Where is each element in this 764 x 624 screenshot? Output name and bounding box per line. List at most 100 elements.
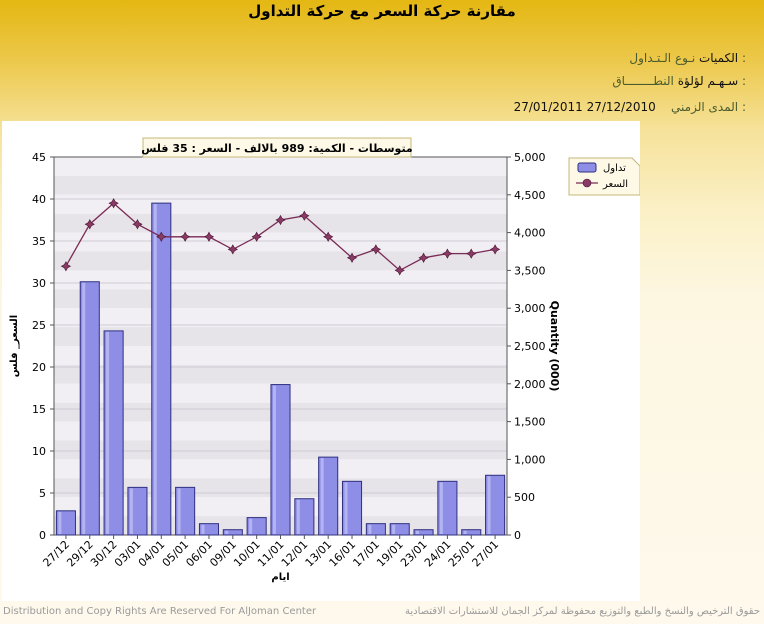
right-axis-tick-label: 2,500 [514, 340, 546, 353]
left-axis-tick-label: 5 [39, 487, 46, 500]
price-point-03-01 [132, 219, 143, 230]
plot-band [54, 289, 507, 309]
x-axis-tick-label: 27/01 [470, 538, 502, 570]
x-axis-tick-label: 29/12 [64, 538, 96, 570]
bar-highlight [129, 488, 133, 534]
plot-band [54, 175, 507, 195]
price-point-25-01 [466, 248, 477, 259]
date-range-value: 27/01/2011 27/12/2010 [513, 100, 656, 114]
bar-highlight [392, 524, 396, 534]
right-axis-label: Quantity (000) [548, 301, 561, 392]
bar-highlight [249, 518, 253, 534]
bar-highlight [296, 499, 300, 534]
bar-highlight [320, 458, 324, 534]
x-axis-tick-label: 16/01 [327, 538, 359, 570]
bar-highlight [106, 331, 110, 534]
price-point-04-01 [156, 231, 167, 242]
x-axis-tick-label: 09/01 [207, 538, 239, 570]
footer-copyright-ar: حقوق الترخيص والنسخ والطبع والتوزيع محفو… [404, 606, 760, 617]
price-point-23-01 [418, 252, 429, 263]
bar-highlight [368, 524, 372, 534]
x-axis-tick-label: 27/12 [40, 538, 72, 570]
scope-value: سـهـم لؤلؤة [677, 74, 739, 88]
right-axis-tick-label: 0 [514, 529, 521, 542]
left-axis-tick-label: 45 [32, 151, 46, 164]
price-point-13-01 [323, 231, 334, 242]
x-axis-tick-label: 23/01 [398, 538, 430, 570]
trade-type-value: الكميات [699, 51, 739, 65]
right-axis-tick-label: 4,500 [514, 189, 546, 202]
bar-highlight [177, 488, 181, 534]
price-point-24-01 [442, 248, 453, 259]
date-range-label: المدى الزمني : [671, 100, 746, 114]
page-title: مقارنة حركة السعر مع حركة التداول [248, 2, 516, 20]
x-axis-tick-label: 17/01 [350, 538, 382, 570]
bar-highlight [153, 204, 157, 534]
price-volume-chart: 0 5 10 15 20 25 30 35 40 45 0 500 1,000 1,500 2,000 2,5… [9, 137, 641, 583]
bar-highlight [416, 530, 420, 534]
x-axis-tick-label: 05/01 [160, 538, 192, 570]
price-point-16-01 [346, 252, 358, 263]
x-axis-tick-label: 13/01 [303, 538, 335, 570]
left-axis-tick-label: 40 [32, 193, 46, 206]
left-axis-tick-label: 35 [32, 235, 46, 248]
right-axis-tick-label: 4,000 [514, 227, 546, 240]
x-axis-tick-label: 12/01 [279, 538, 311, 570]
plot-band [54, 270, 507, 290]
plot-band [54, 157, 507, 176]
x-axis-tick-label: 10/01 [231, 538, 263, 570]
bar-highlight [463, 530, 467, 534]
legend-swatch-bar [577, 162, 597, 173]
price-point-17-01 [370, 244, 381, 255]
bar-highlight [272, 385, 276, 534]
price-point-27-01 [489, 244, 501, 255]
plot-band [54, 308, 507, 328]
price-point-05-01 [180, 231, 191, 242]
plot-band [54, 232, 507, 252]
trade-type-row: الكميات نـوع الـتـداول : [629, 51, 746, 65]
price-point-11-01 [275, 214, 286, 226]
left-axis-tick-label: 10 [32, 445, 46, 458]
bar-highlight [58, 511, 62, 534]
right-axis-tick-label: 3,000 [514, 302, 546, 315]
date-range-row: 27/01/2011 27/12/2010 المدى الزمني : [514, 100, 746, 114]
legend-label-line: السعر [602, 179, 628, 190]
price-point-06-01 [203, 231, 215, 242]
left-axis-label: السعر_ فلس [9, 315, 20, 377]
bar-highlight [487, 476, 491, 534]
price-point-09-01 [227, 244, 238, 255]
left-axis-tick-label: 15 [32, 403, 46, 416]
chart-panel: 0 5 10 15 20 25 30 35 40 45 0 500 1,000 1,500 2,000 2,5… [2, 121, 641, 601]
price-point-19-01 [394, 265, 405, 276]
scope-row: سـهـم لؤلؤة النطــــــــاق : [612, 74, 746, 88]
left-axis-tick-label: 25 [32, 319, 46, 332]
bar-highlight [82, 282, 86, 534]
bar-highlight [439, 482, 443, 534]
x-axis-tick-label: 11/01 [255, 538, 287, 570]
x-axis-tick-label: 04/01 [136, 538, 168, 570]
right-axis-tick-label: 5,000 [514, 151, 546, 164]
chart-title-box [142, 137, 412, 158]
left-axis-tick-label: 0 [39, 529, 46, 542]
x-axis-tick-label: 24/01 [422, 538, 454, 570]
chart-title: متوسطات - الكمية: 989 بالالف - السعر : 3… [141, 142, 413, 155]
trade-type-label: نـوع الـتـداول : [629, 51, 746, 65]
right-axis-tick-label: 3,500 [514, 264, 546, 277]
plot-band [54, 251, 507, 271]
bar-highlight [344, 482, 348, 534]
price-point-10-01 [251, 231, 262, 242]
bar-highlight [225, 530, 229, 534]
price-point-27-12 [60, 261, 72, 272]
right-axis-tick-label: 1,000 [514, 453, 546, 466]
x-axis-tick-label: 25/01 [446, 538, 478, 570]
price-point-29-12 [84, 219, 95, 230]
x-axis-tick-label: 30/12 [88, 538, 120, 570]
price-point-12-01 [299, 210, 310, 221]
footer-copyright-en: Distribution and Copy Rights Are Reserve… [3, 606, 317, 617]
left-axis-tick-label: 30 [32, 277, 46, 290]
left-axis-tick-label: 20 [32, 361, 46, 374]
x-axis-tick-label: 06/01 [183, 538, 215, 570]
legend-marker [582, 178, 592, 188]
bar-highlight [201, 524, 205, 534]
price-point-30-12 [108, 198, 119, 209]
